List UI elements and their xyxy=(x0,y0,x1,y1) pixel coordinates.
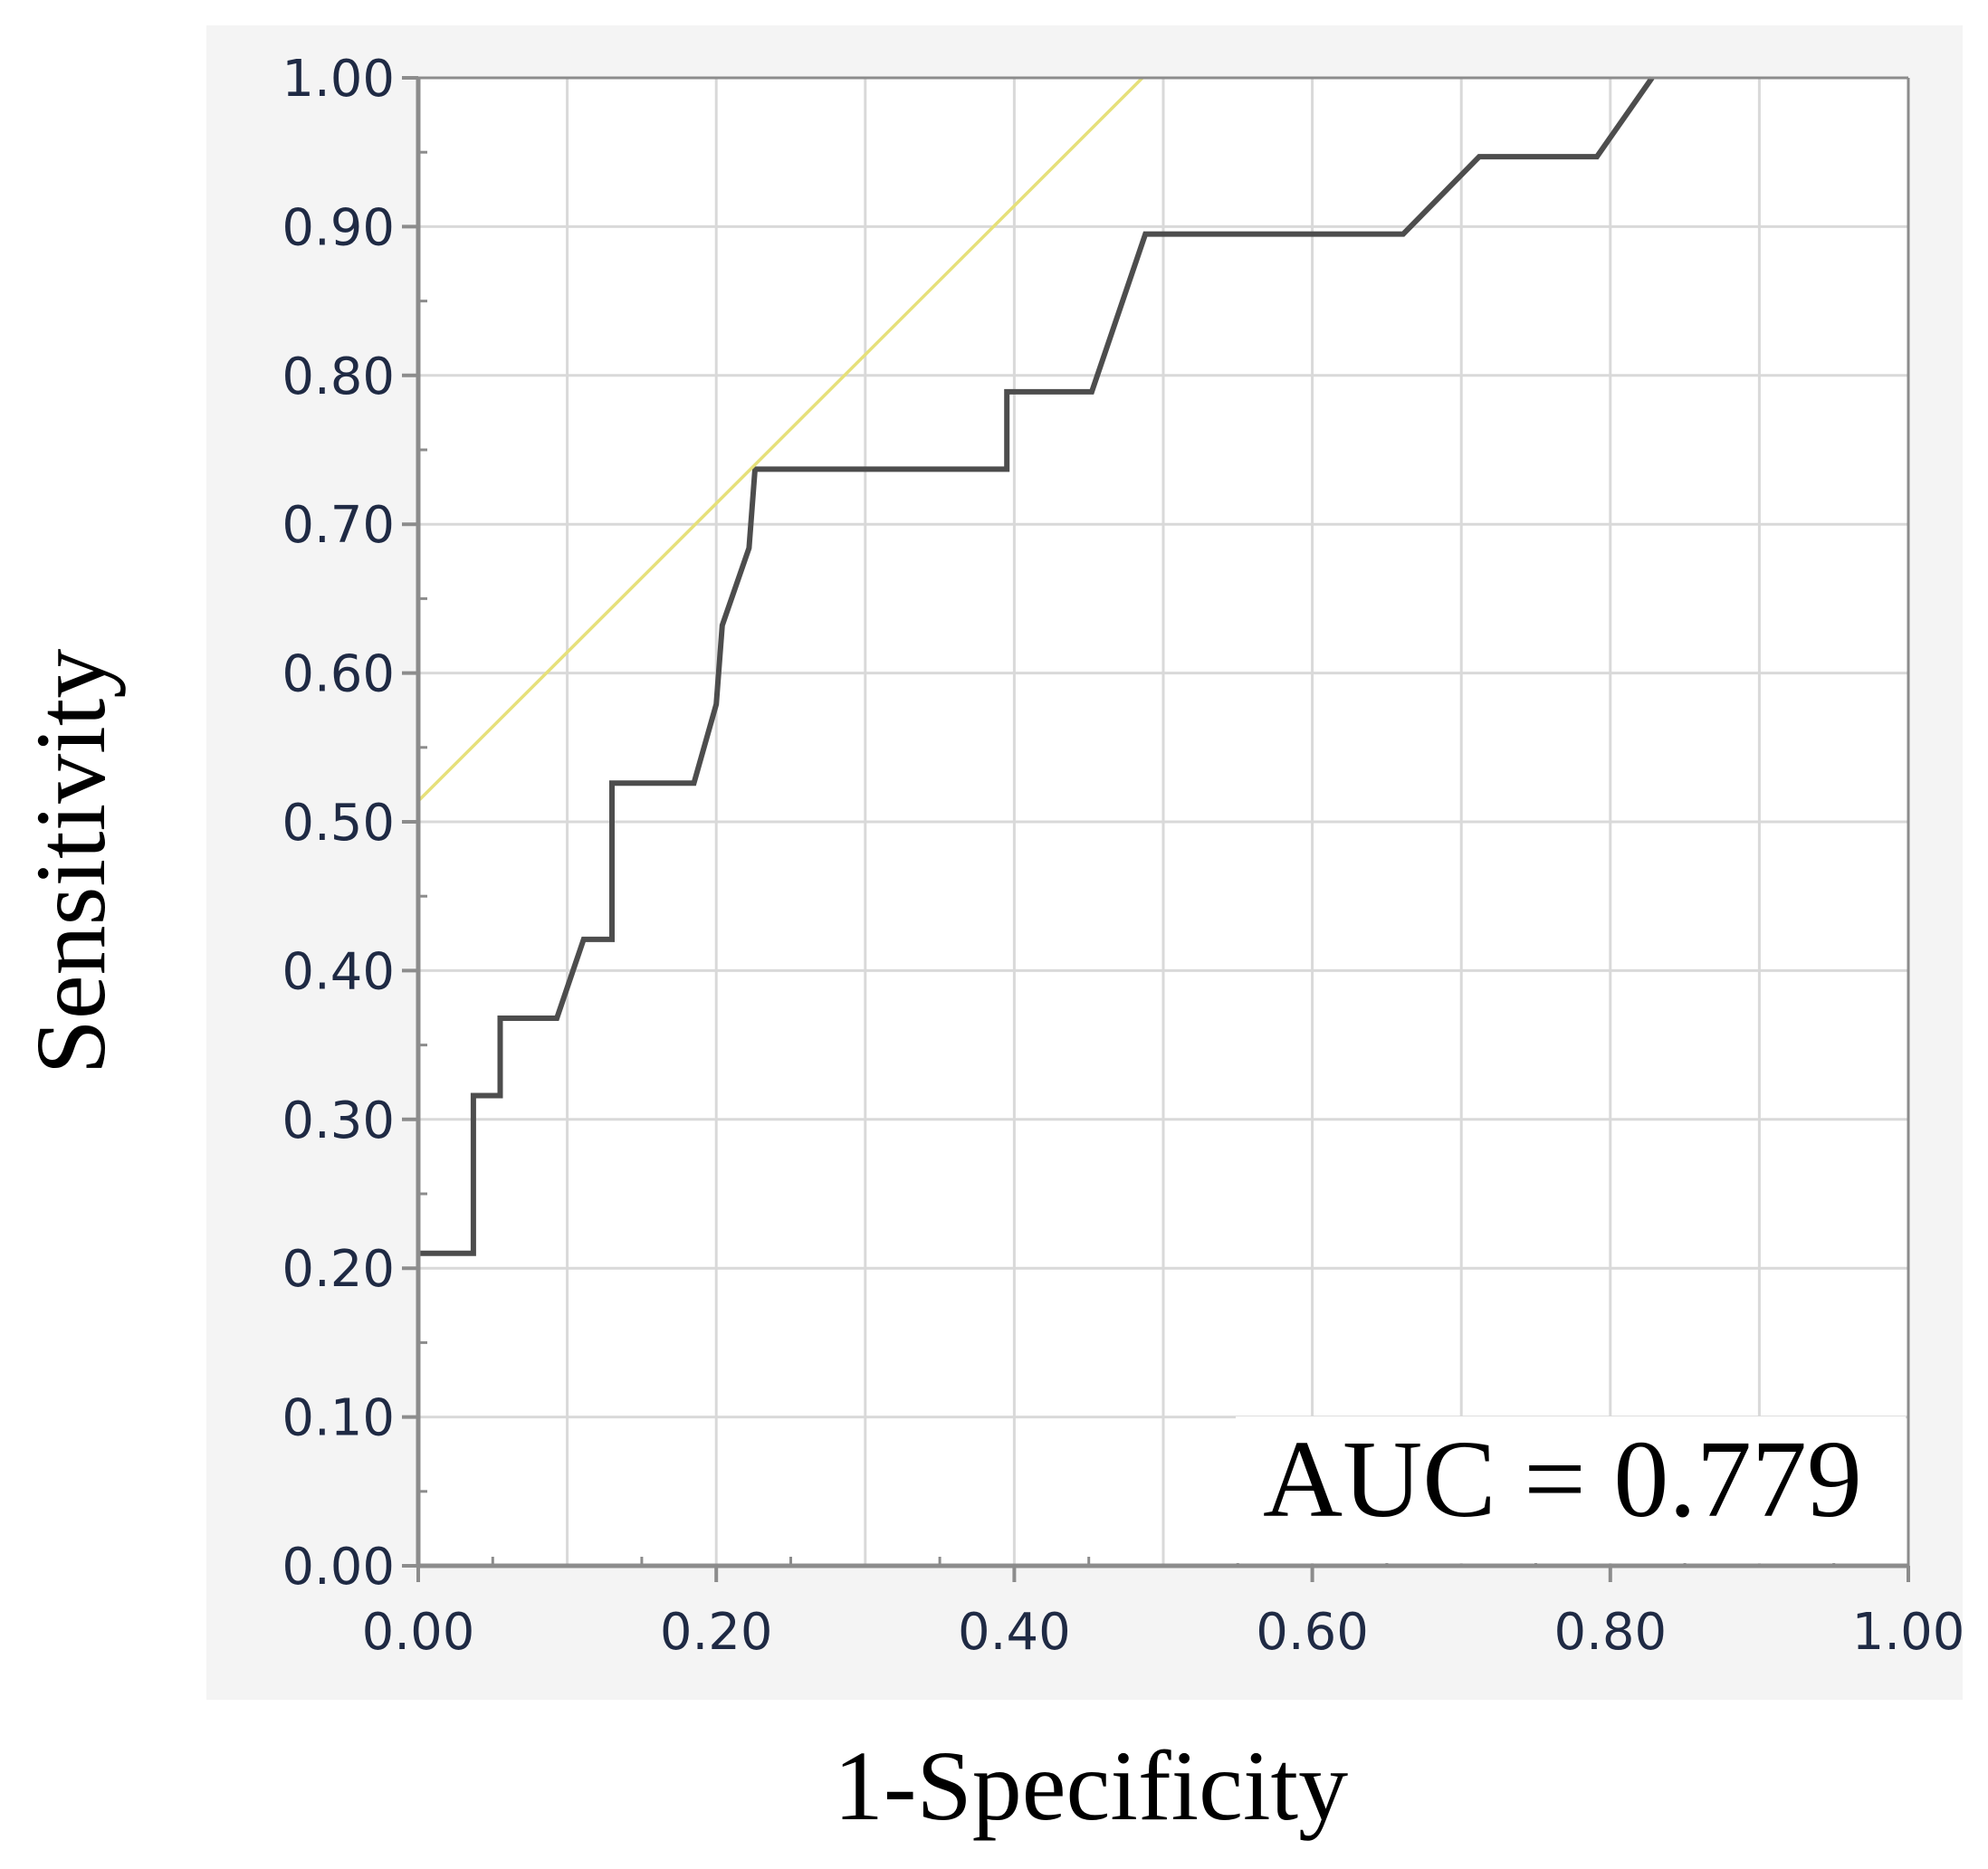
x-axis-title: 1-Specificity xyxy=(834,1731,1348,1841)
x-tick-labels: 0.00 0.20 0.40 0.60 0.80 1.00 xyxy=(362,1603,1965,1662)
roc-curve xyxy=(418,76,1655,1256)
y-axis-title: Sensitivity xyxy=(15,649,126,1075)
x-tick-label: 0.80 xyxy=(1553,1603,1667,1662)
gridlines xyxy=(418,76,1910,1566)
x-tick-label: 0.00 xyxy=(362,1603,475,1662)
y-tick-label: 0.70 xyxy=(282,496,395,555)
y-tick-label: 0.90 xyxy=(282,198,395,257)
y-tick-label: 0.00 xyxy=(282,1538,395,1597)
series-layer xyxy=(416,76,1655,1256)
x-tick-label: 1.00 xyxy=(1852,1603,1965,1662)
x-tick-label: 0.40 xyxy=(958,1603,1071,1662)
y-tick-label: 0.20 xyxy=(282,1240,395,1299)
y-tick-label: 1.00 xyxy=(282,50,395,109)
y-tick-label: 0.10 xyxy=(282,1389,395,1448)
y-tick-label: 0.60 xyxy=(282,645,395,704)
axes xyxy=(402,76,1910,1582)
y-tick-labels: 0.00 0.10 0.20 0.30 0.40 0.50 0.60 0.70 0.80 0.90… xyxy=(282,50,395,1597)
y-tick-label: 0.40 xyxy=(282,942,395,1001)
y-tick-label: 0.80 xyxy=(282,348,395,406)
x-tick-label: 0.20 xyxy=(660,1603,773,1662)
auc-annotation: AUC = 0.779 xyxy=(1263,1418,1862,1540)
y-tick-label: 0.30 xyxy=(282,1092,395,1150)
y-tick-label: 0.50 xyxy=(282,794,395,853)
annotation-box xyxy=(1236,1416,1906,1563)
x-tick-label: 0.60 xyxy=(1256,1603,1369,1662)
tangent-line xyxy=(416,76,1144,803)
